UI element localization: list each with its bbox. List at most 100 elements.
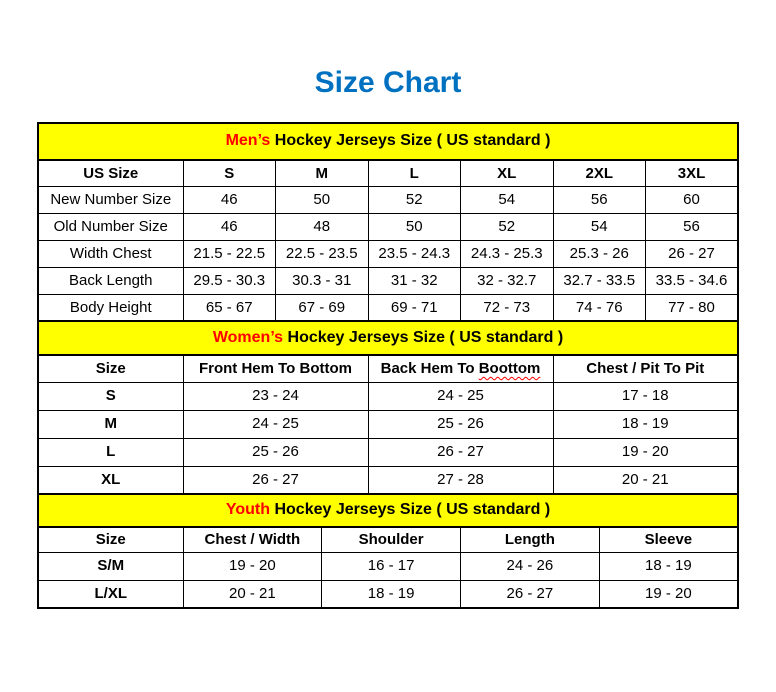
table-row: Old Number Size 46 48 50 52 54 56: [37, 212, 739, 241]
column-header: M: [275, 159, 369, 187]
size-value: 21.5 - 22.5: [182, 239, 276, 268]
mens-band-title: Men’s Hockey Jerseys Size ( US standard …: [36, 122, 740, 161]
size-value: 50: [275, 185, 369, 214]
table-body: S 23 - 24 24 - 25 17 - 18 M 24 - 25 25 - 26 18 …: [37, 381, 739, 495]
womens-size-table: Women’s Hockey Jerseys Size ( US standar…: [36, 320, 740, 495]
size-value: 26 - 27: [182, 465, 369, 495]
row-label: XL: [37, 465, 184, 495]
table-header-row: Size Chest / Width Shoulder Length Sleeve: [37, 526, 739, 553]
column-header: Chest / Pit To Pit: [552, 354, 739, 383]
column-header: Length: [460, 526, 600, 553]
page-title: Size Chart: [314, 66, 462, 99]
band-highlight-word: Women’s: [212, 328, 284, 346]
table-row: Back Length 29.5 - 30.3 30.3 - 31 31 - 32 32…: [37, 266, 739, 295]
column-header: L: [367, 159, 461, 187]
size-value: 74 - 76: [552, 293, 646, 322]
size-value: 24 - 25: [367, 381, 554, 411]
table-body: S/M 19 - 20 16 - 17 24 - 26 18 - 19 L/XL 20 - …: [37, 551, 739, 609]
column-header: S: [182, 159, 276, 187]
table-header-row: US Size S M L XL 2XL 3XL: [37, 159, 739, 187]
column-header: Front Hem To Bottom: [182, 354, 369, 383]
misspelled-word: Boottom: [478, 360, 541, 378]
size-value: 26 - 27: [367, 437, 554, 467]
column-header: Sleeve: [598, 526, 739, 553]
size-value: 60: [645, 185, 739, 214]
column-header: XL: [460, 159, 554, 187]
column-header: 2XL: [552, 159, 646, 187]
band-highlight-word: Youth: [225, 501, 271, 519]
row-label: L: [37, 437, 184, 467]
row-label: S/M: [37, 551, 184, 581]
size-value: 54: [552, 212, 646, 241]
table-row: XL 26 - 27 27 - 28 20 - 21: [37, 465, 739, 495]
size-value: 52: [367, 185, 461, 214]
size-value: 54: [460, 185, 554, 214]
table-row: Body Height 65 - 67 67 - 69 69 - 71 72 - 73 7…: [37, 293, 739, 322]
row-label: Width Chest: [37, 239, 184, 268]
size-value: 69 - 71: [367, 293, 461, 322]
column-header: Chest / Width: [182, 526, 323, 553]
size-value: 27 - 28: [367, 465, 554, 495]
youth-size-table: Youth Hockey Jerseys Size ( US standard …: [36, 493, 740, 609]
size-value: 32.7 - 33.5: [552, 266, 646, 295]
table-row: L 25 - 26 26 - 27 19 - 20: [37, 437, 739, 467]
size-value: 33.5 - 34.6: [645, 266, 739, 295]
size-value: 23.5 - 24.3: [367, 239, 461, 268]
table-row: Width Chest 21.5 - 22.5 22.5 - 23.5 23.5 - …: [37, 239, 739, 268]
size-value: 25 - 26: [182, 437, 369, 467]
size-value: 19 - 20: [552, 437, 739, 467]
size-tables-container: Men’s Hockey Jerseys Size ( US standard …: [36, 122, 740, 609]
table-header-row: Size Front Hem To Bottom Back Hem To Boott…: [37, 354, 739, 383]
womens-band-title: Women’s Hockey Jerseys Size ( US standar…: [36, 320, 740, 356]
mens-size-table: Men’s Hockey Jerseys Size ( US standard …: [36, 122, 740, 322]
size-value: 72 - 73: [460, 293, 554, 322]
size-value: 30.3 - 31: [275, 266, 369, 295]
size-value: 19 - 20: [598, 579, 739, 609]
row-label: New Number Size: [37, 185, 184, 214]
size-value: 20 - 21: [182, 579, 323, 609]
size-value: 16 - 17: [321, 551, 461, 581]
table-body: New Number Size 46 50 52 54 56 60 Old Number Si…: [37, 185, 739, 322]
table-row: S 23 - 24 24 - 25 17 - 18: [37, 381, 739, 411]
size-value: 20 - 21: [552, 465, 739, 495]
size-value: 25.3 - 26: [552, 239, 646, 268]
size-value: 56: [552, 185, 646, 214]
size-value: 46: [182, 185, 276, 214]
row-label: L/XL: [37, 579, 184, 609]
size-value: 18 - 19: [552, 409, 739, 439]
table-row: New Number Size 46 50 52 54 56 60: [37, 185, 739, 214]
size-value: 65 - 67: [182, 293, 276, 322]
band-highlight-word: Men’s: [225, 132, 271, 150]
size-value: 29.5 - 30.3: [182, 266, 276, 295]
table-row: S/M 19 - 20 16 - 17 24 - 26 18 - 19: [37, 551, 739, 581]
column-header: Size: [37, 526, 184, 553]
youth-band-title: Youth Hockey Jerseys Size ( US standard …: [36, 493, 740, 528]
size-value: 24 - 25: [182, 409, 369, 439]
column-header: 3XL: [645, 159, 739, 187]
column-header: Shoulder: [321, 526, 461, 553]
row-label: M: [37, 409, 184, 439]
size-value: 32 - 32.7: [460, 266, 554, 295]
size-value: 24.3 - 25.3: [460, 239, 554, 268]
table-row: L/XL 20 - 21 18 - 19 26 - 27 19 - 20: [37, 579, 739, 609]
column-header-text: Back Hem To: [380, 360, 479, 378]
band-rest-text: Hockey Jerseys Size ( US standard ): [283, 328, 564, 346]
size-value: 19 - 20: [182, 551, 323, 581]
size-value: 26 - 27: [645, 239, 739, 268]
row-label: Back Length: [37, 266, 184, 295]
band-rest-text: Hockey Jerseys Size ( US standard ): [270, 501, 551, 519]
column-header: US Size: [37, 159, 184, 187]
size-value: 18 - 19: [321, 579, 461, 609]
size-value: 31 - 32: [367, 266, 461, 295]
band-rest-text: Hockey Jerseys Size ( US standard ): [270, 132, 551, 150]
size-value: 67 - 69: [275, 293, 369, 322]
table-band: Youth Hockey Jerseys Size ( US standard …: [36, 493, 740, 528]
size-value: 48: [275, 212, 369, 241]
size-value: 26 - 27: [460, 579, 600, 609]
size-value: 46: [182, 212, 276, 241]
column-header: Back Hem To Boottom: [367, 354, 554, 383]
column-header: Size: [37, 354, 184, 383]
table-band: Women’s Hockey Jerseys Size ( US standar…: [36, 320, 740, 356]
table-row: M 24 - 25 25 - 26 18 - 19: [37, 409, 739, 439]
